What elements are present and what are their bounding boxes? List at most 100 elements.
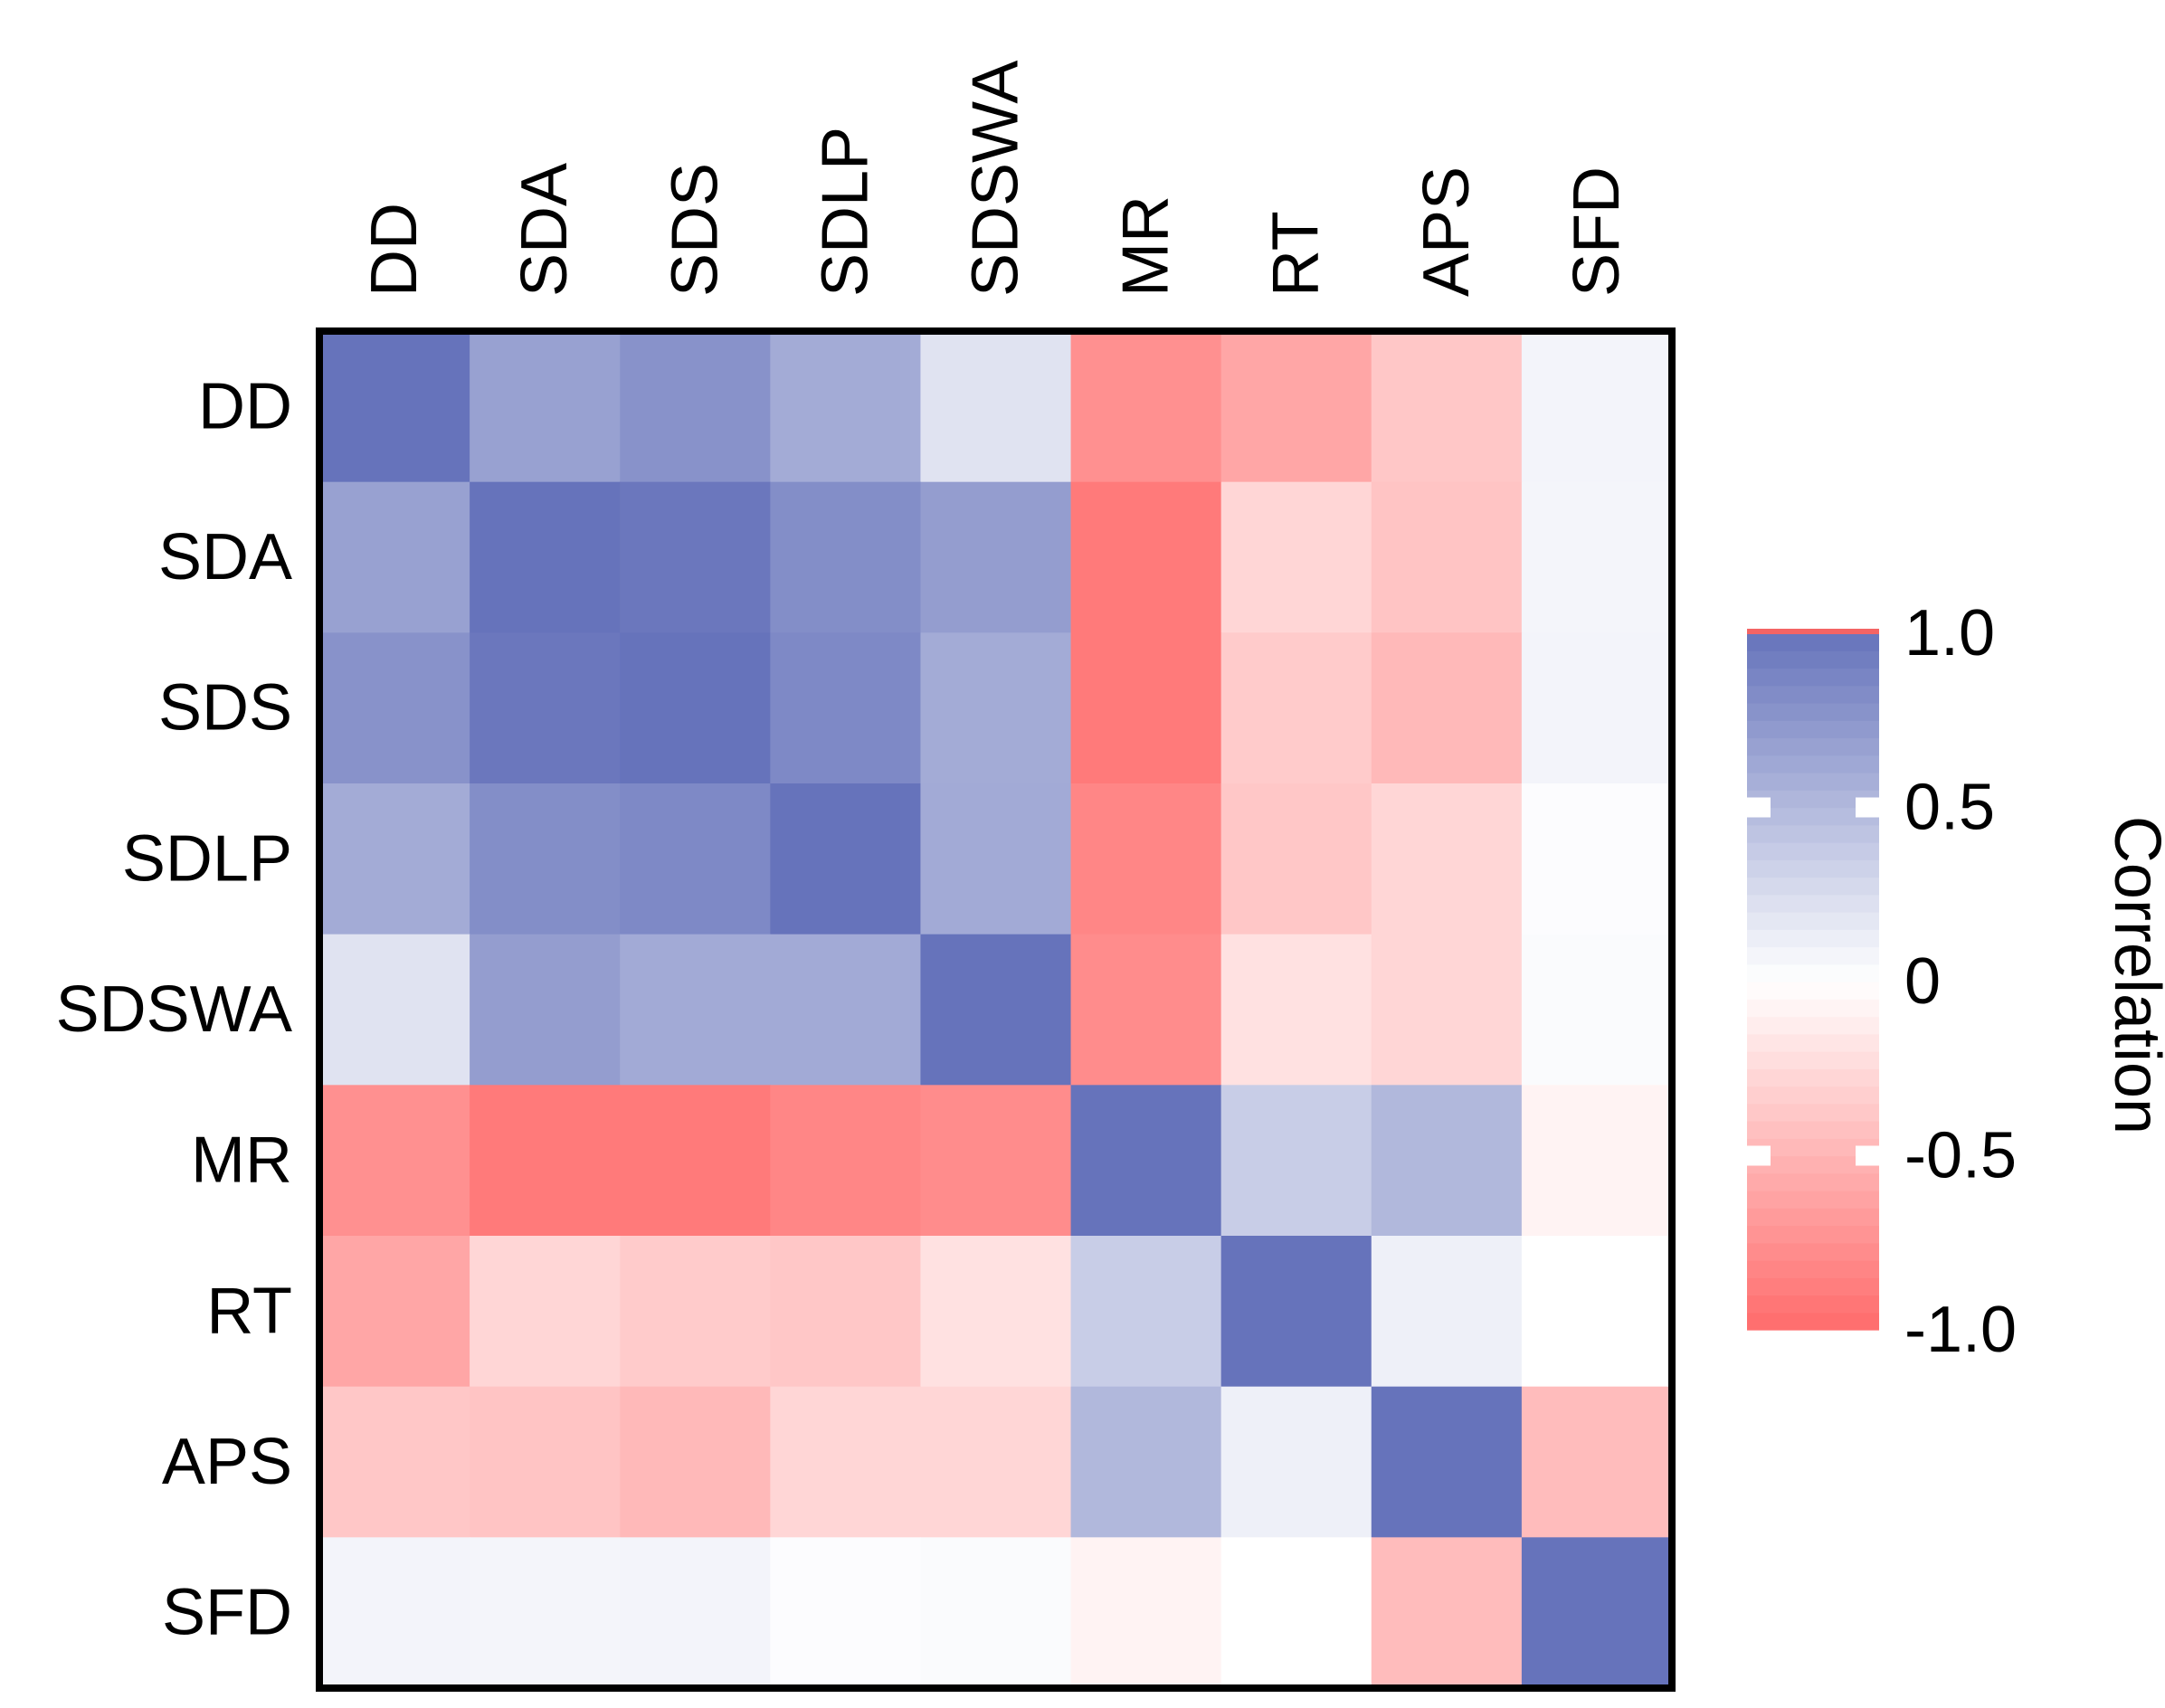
colorbar-step xyxy=(1747,1033,1879,1052)
heatmap-cell-sfd-mr xyxy=(1070,1537,1222,1689)
heatmap-cell-mr-sfd xyxy=(1521,1085,1673,1237)
heatmap-cell-rt-sda xyxy=(470,1236,621,1388)
heatmap-cell-sds-sfd xyxy=(1521,632,1673,784)
heatmap-cell-sda-sds xyxy=(620,481,771,633)
colorbar-step xyxy=(1747,946,1879,965)
colorbar-step xyxy=(1747,1051,1879,1069)
heatmap-cell-sds-aps xyxy=(1371,632,1523,784)
row-label-dd: DD xyxy=(198,370,292,442)
heatmap-cell-sds-sds xyxy=(620,632,771,784)
heatmap-cell-dd-sdlp xyxy=(770,331,922,483)
row-label-sdlp: SDLP xyxy=(122,822,292,895)
row-label-sdswa: SDSWA xyxy=(56,973,292,1046)
row-label-aps: APS xyxy=(162,1426,292,1498)
column-label-sfd: SFD xyxy=(1561,166,1633,297)
colorbar-step xyxy=(1747,1225,1879,1244)
colorbar-step xyxy=(1747,1121,1879,1139)
heatmap-cell-sfd-sda xyxy=(470,1537,621,1689)
heatmap-cell-sdswa-aps xyxy=(1371,934,1523,1086)
heatmap-cell-sda-sda xyxy=(470,481,621,633)
colorbar-notch xyxy=(1745,1145,1771,1166)
colorbar-title: Correlation xyxy=(2101,816,2165,1134)
colorbar-step xyxy=(1747,807,1879,826)
colorbar-strip xyxy=(1745,629,1881,1331)
heatmap-cell-sdswa-sfd xyxy=(1521,934,1673,1086)
row-label-mr: MR xyxy=(191,1124,292,1197)
column-label-mr: MR xyxy=(1110,195,1182,297)
colorbar-step xyxy=(1747,1068,1879,1087)
colorbar-step xyxy=(1747,894,1879,913)
heatmap-cell-sda-sdswa xyxy=(920,481,1072,633)
colorbar-tick-label: 0.5 xyxy=(1904,772,1995,844)
heatmap-cell-sfd-aps xyxy=(1371,1537,1523,1689)
colorbar-step xyxy=(1747,1086,1879,1105)
heatmap-cell-sdswa-sds xyxy=(620,934,771,1086)
column-label-sdswa: SDSWA xyxy=(960,61,1032,297)
heatmap-cell-sdswa-rt xyxy=(1220,934,1372,1086)
heatmap-cell-mr-sdswa xyxy=(920,1085,1072,1237)
heatmap-cell-sdlp-sfd xyxy=(1521,783,1673,935)
column-label-sdlp: SDLP xyxy=(809,127,881,297)
heatmap-cell-sdlp-mr xyxy=(1070,783,1222,935)
heatmap-cell-sds-rt xyxy=(1220,632,1372,784)
colorbar-step xyxy=(1747,963,1879,982)
heatmap-cell-aps-sdswa xyxy=(920,1386,1072,1538)
heatmap-cell-aps-sda xyxy=(470,1386,621,1538)
heatmap-cell-sds-sda xyxy=(470,632,621,784)
heatmap-cell-sda-mr xyxy=(1070,481,1222,633)
heatmap-cell-mr-sds xyxy=(620,1085,771,1237)
heatmap-cell-dd-rt xyxy=(1220,331,1372,483)
colorbar-step xyxy=(1747,1260,1879,1278)
colorbar-step xyxy=(1747,720,1879,739)
heatmap-cell-sda-dd xyxy=(319,481,470,633)
heatmap-cell-mr-dd xyxy=(319,1085,470,1237)
colorbar-step xyxy=(1747,842,1879,860)
heatmap-cell-dd-sdswa xyxy=(920,331,1072,483)
heatmap-cell-sdlp-rt xyxy=(1220,783,1372,935)
heatmap-cell-mr-sda xyxy=(470,1085,621,1237)
colorbar-step xyxy=(1747,1208,1879,1227)
heatmap-cell-mr-sdlp xyxy=(770,1085,922,1237)
heatmap-cell-sdswa-sdlp xyxy=(770,934,922,1086)
colorbar-step xyxy=(1747,633,1879,651)
colorbar-step xyxy=(1747,790,1879,809)
heatmap-cell-sdlp-dd xyxy=(319,783,470,935)
heatmap-cell-aps-sds xyxy=(620,1386,771,1538)
colorbar-top-cap xyxy=(1747,629,1879,634)
heatmap-cell-rt-dd xyxy=(319,1236,470,1388)
heatmap-cell-aps-sdlp xyxy=(770,1386,922,1538)
heatmap-cell-rt-sfd xyxy=(1521,1236,1673,1388)
colorbar-step xyxy=(1747,1277,1879,1296)
row-label-rt: RT xyxy=(206,1275,292,1347)
colorbar-step xyxy=(1747,773,1879,791)
heatmap-cell-sda-sdlp xyxy=(770,481,922,633)
heatmap-cell-dd-sda xyxy=(470,331,621,483)
heatmap-cell-mr-mr xyxy=(1070,1085,1222,1237)
column-label-rt: RT xyxy=(1260,211,1333,297)
column-label-sda: SDA xyxy=(508,163,581,297)
heatmap-cell-aps-mr xyxy=(1070,1386,1222,1538)
colorbar-step xyxy=(1747,982,1879,1000)
heatmap-cells xyxy=(319,331,1673,1689)
colorbar-step xyxy=(1747,824,1879,843)
heatmap-cell-sdswa-sda xyxy=(470,934,621,1086)
colorbar-step xyxy=(1747,1295,1879,1314)
heatmap-cell-sfd-dd xyxy=(319,1537,470,1689)
colorbar-tick-labels: 1.0 0.5 0 -0.5 -1.0 xyxy=(1904,597,2017,1366)
heatmap-cell-rt-mr xyxy=(1070,1236,1222,1388)
colorbar-step xyxy=(1747,685,1879,704)
heatmap-cell-aps-rt xyxy=(1220,1386,1372,1538)
heatmap-cell-sfd-sds xyxy=(620,1537,771,1689)
heatmap-cell-rt-sdswa xyxy=(920,1236,1072,1388)
colorbar-step xyxy=(1747,859,1879,878)
heatmap-cell-sdlp-sds xyxy=(620,783,771,935)
heatmap-cell-sdswa-mr xyxy=(1070,934,1222,1086)
heatmap-cell-sfd-sdlp xyxy=(770,1537,922,1689)
colorbar-step xyxy=(1747,1103,1879,1122)
heatmap-cell-rt-sds xyxy=(620,1236,771,1388)
row-label-sds: SDS xyxy=(158,672,292,745)
row-labels: DD SDA SDS SDLP SDSWA MR RT APS SFD xyxy=(56,370,292,1648)
colorbar-step xyxy=(1747,877,1879,896)
heatmap-cell-aps-sfd xyxy=(1521,1386,1673,1538)
colorbar-tick-label: 0 xyxy=(1904,945,1941,1018)
